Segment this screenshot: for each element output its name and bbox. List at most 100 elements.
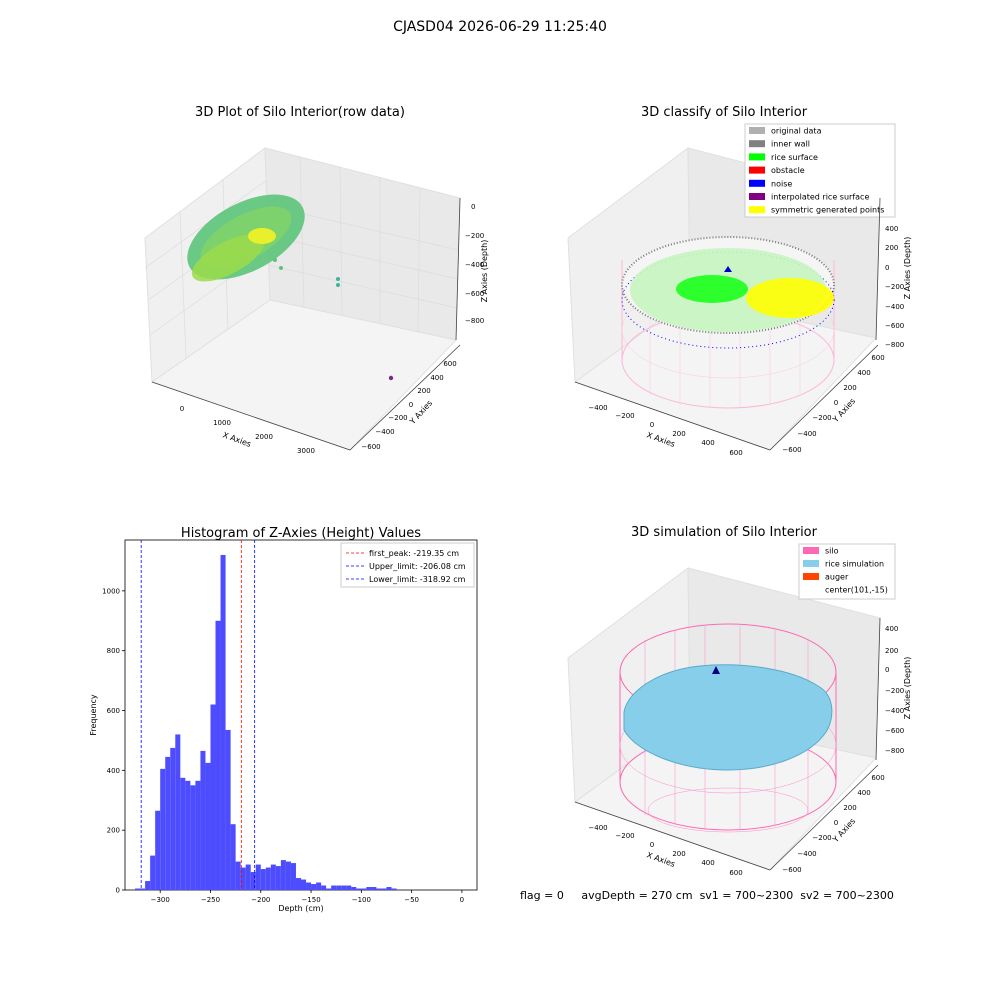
histogram-bars bbox=[135, 554, 397, 890]
z-axis-line bbox=[455, 197, 461, 341]
z-axis-line bbox=[875, 617, 881, 761]
simulated-silo bbox=[619, 623, 837, 833]
z-axis-line bbox=[875, 197, 881, 341]
histogram-bar bbox=[240, 867, 246, 890]
histogram-bar bbox=[371, 887, 377, 890]
y-axis-line bbox=[769, 344, 879, 451]
legend-label: center(101,-15) bbox=[825, 586, 888, 595]
z-tick: 0 bbox=[885, 666, 889, 674]
z-axis-label: Z Axies (Depth) bbox=[903, 237, 912, 300]
x-axis-label: X Axies bbox=[221, 430, 252, 449]
panel-raw-data: 3D Plot of Silo Interior(row data) bbox=[144, 105, 489, 455]
auger-marker bbox=[712, 666, 720, 674]
x-tick-label: −100 bbox=[352, 896, 371, 904]
x-tick-label: −200 bbox=[251, 896, 270, 904]
histogram-bar bbox=[165, 756, 171, 890]
legend-label: silo bbox=[825, 547, 839, 556]
histogram-bar bbox=[185, 780, 191, 890]
noise-ring bbox=[621, 251, 835, 349]
histogram-bar bbox=[155, 810, 161, 890]
histogram-bar bbox=[346, 885, 352, 890]
y-tick: −600 bbox=[361, 443, 380, 451]
y-tick-label: 600 bbox=[107, 707, 120, 715]
y-tick-labels: 600 400 200 0 −200 −400 −600 bbox=[782, 354, 884, 454]
x-tick: 3000 bbox=[297, 447, 315, 455]
scatter-point bbox=[336, 283, 340, 287]
histogram-x-ticks: −300 −250 −200 −150 −100 −50 0 bbox=[151, 890, 464, 904]
histogram-bar bbox=[285, 861, 291, 890]
z-tick-labels: 400 200 0 −200 −400 −600 −800 bbox=[885, 225, 904, 349]
histogram-title: Histogram of Z-Axies (Height) Values bbox=[181, 526, 421, 541]
y-tick: 400 bbox=[857, 369, 870, 377]
point-cloud-shade bbox=[191, 234, 265, 282]
histogram-bar bbox=[316, 882, 322, 890]
histogram-bar bbox=[376, 888, 382, 890]
histogram-bar bbox=[260, 869, 266, 890]
histogram-bar bbox=[265, 867, 271, 890]
histogram-bar bbox=[195, 780, 201, 890]
z-tick-labels: 400 200 0 −200 −400 −600 −800 bbox=[885, 625, 904, 755]
histogram-legend-entries: first_peak: -219.35 cm Upper_limit: -206.… bbox=[346, 549, 466, 584]
figure-suptitle: CJASD04 2026-06-29 11:25:40 bbox=[393, 19, 607, 35]
scatter-point bbox=[388, 375, 394, 381]
y-tick: −200 bbox=[812, 414, 831, 422]
x-tick: −400 bbox=[588, 404, 607, 412]
histogram-bar bbox=[301, 879, 307, 890]
y-tick-label: 800 bbox=[107, 647, 120, 655]
legend-label: original data bbox=[771, 127, 822, 136]
histogram-bar bbox=[245, 864, 251, 890]
histogram-bar bbox=[366, 887, 372, 890]
histogram-bar bbox=[220, 554, 226, 890]
z-tick: −400 bbox=[465, 261, 484, 269]
y-tick: 400 bbox=[430, 374, 443, 382]
auger-marker bbox=[724, 266, 732, 272]
y-axis-line bbox=[349, 344, 461, 451]
z-tick: −200 bbox=[465, 232, 484, 240]
x-tick: 1000 bbox=[213, 419, 231, 427]
y-tick-label: 0 bbox=[116, 887, 120, 895]
histogram-bar bbox=[280, 860, 286, 890]
legend-swatch bbox=[749, 153, 765, 161]
x-tick: 2000 bbox=[255, 433, 273, 441]
legend-label: noise bbox=[771, 179, 792, 188]
histogram-bar bbox=[215, 620, 221, 890]
z-tick: 400 bbox=[885, 625, 898, 633]
scatter-point bbox=[336, 277, 340, 281]
histogram-bar bbox=[175, 734, 181, 890]
avg-depth-text: avgDepth = 270 cm bbox=[581, 889, 693, 902]
x-tick-labels: −400 −200 0 200 400 600 bbox=[588, 404, 742, 457]
x-tick: 0 bbox=[650, 421, 654, 429]
status-line: flag = 0 avgDepth = 270 cm sv1 = 700~230… bbox=[520, 889, 894, 902]
histogram-x-label: Depth (cm) bbox=[278, 904, 323, 913]
rice-surface-core bbox=[676, 275, 748, 303]
classified-silo bbox=[621, 236, 835, 409]
legend-label: Lower_limit: -318.92 cm bbox=[369, 575, 466, 584]
x-tick-label: −300 bbox=[151, 896, 170, 904]
x-tick: 200 bbox=[672, 850, 685, 858]
y-tick: 600 bbox=[443, 360, 456, 368]
y-tick-labels: 600 400 200 0 −200 −400 −600 bbox=[782, 774, 884, 874]
rice-simulation-surface bbox=[623, 664, 833, 771]
legend-label: first_peak: -219.35 cm bbox=[369, 549, 459, 558]
legend-swatch bbox=[803, 547, 819, 554]
y-tick: −200 bbox=[812, 834, 831, 842]
histogram-bar bbox=[290, 863, 296, 890]
y-tick: −600 bbox=[782, 446, 801, 454]
histogram-y-ticks: 0 200 400 600 800 1000 bbox=[102, 587, 125, 895]
x-tick: 400 bbox=[701, 859, 714, 867]
histogram-bar bbox=[140, 888, 146, 890]
x-tick: 600 bbox=[729, 869, 742, 877]
legend-swatch bbox=[749, 206, 765, 214]
legend-label: auger bbox=[825, 573, 849, 582]
y-tick-label: 1000 bbox=[102, 587, 120, 595]
histogram-bar bbox=[205, 762, 211, 890]
classify-legend bbox=[744, 123, 896, 218]
panel-raw-title: 3D Plot of Silo Interior(row data) bbox=[195, 105, 405, 120]
sv1-text: sv1 = 700~2300 bbox=[699, 889, 794, 902]
y-tick: 200 bbox=[843, 384, 856, 392]
legend-label: rice surface bbox=[771, 153, 818, 162]
histogram-bar bbox=[326, 888, 332, 890]
z-axis-label: Z Axies (Depth) bbox=[480, 240, 489, 303]
z-tick: −400 bbox=[885, 303, 904, 311]
